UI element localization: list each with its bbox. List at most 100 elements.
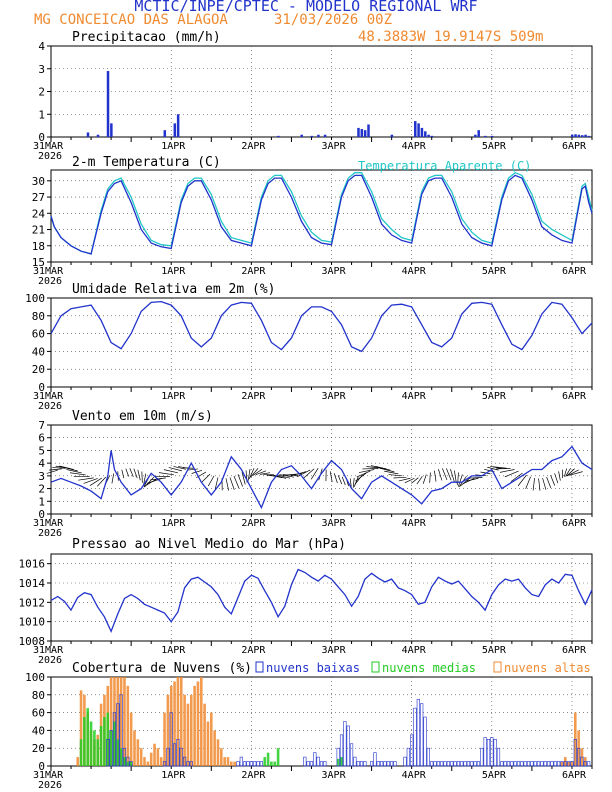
y-tick-label: 24 <box>32 207 46 220</box>
precip-bar <box>317 134 320 137</box>
precip-bar <box>106 71 110 137</box>
cloud-bar-nuvens-baixas <box>440 761 444 767</box>
cloud-bar-nuvens-baixas <box>303 756 307 767</box>
wind-vector <box>538 478 541 491</box>
cloud-bar-nuvens-baixas <box>426 747 430 767</box>
cloud-bar-nuvens-baixas <box>570 761 574 767</box>
precip-bar <box>277 135 280 137</box>
chart-title: Pressao ao Nivel Medio do Mar (hPa) <box>72 537 346 552</box>
cloud-bar-nuvens-medias <box>96 739 100 766</box>
cloud-bar-nuvens-altas <box>159 757 163 766</box>
x-tick-label: 4APR <box>402 391 427 402</box>
cloud-bar-nuvens-baixas <box>349 743 354 767</box>
wind-vector <box>49 468 62 471</box>
wind-vector <box>375 465 391 471</box>
wind-vector <box>411 477 419 484</box>
cloud-bar-nuvens-medias <box>109 730 113 766</box>
y-tick-label: 80 <box>32 310 45 323</box>
cloud-bar-nuvens-altas <box>166 694 170 766</box>
precip-bar <box>390 134 394 137</box>
cloud-bar-nuvens-baixas <box>109 730 113 767</box>
cloud-bar-nuvens-baixas <box>313 752 317 767</box>
y-tick-label: 1 <box>38 108 45 121</box>
cloud-bar-nuvens-baixas <box>239 756 243 767</box>
cloud-bar-nuvens-baixas <box>543 761 547 767</box>
legend-apparent: Temperatura Aparente (C) <box>358 159 531 173</box>
cloud-bar-nuvens-altas <box>183 694 186 766</box>
cloud-bar-nuvens-baixas <box>116 703 120 767</box>
x-tick-label: 2APR <box>241 770 266 781</box>
cloud-bar-nuvens-baixas <box>510 761 514 767</box>
cloud-bar-nuvens-medias <box>123 757 126 766</box>
wind-vector <box>487 466 499 471</box>
wind-vector <box>125 468 130 477</box>
cloud-bar-nuvens-baixas <box>453 761 457 767</box>
header-run: 31/03/2026 00Z <box>274 12 393 28</box>
precip-bar <box>86 132 90 137</box>
legend-swatch <box>493 661 502 673</box>
cloud-bar-nuvens-medias <box>99 725 103 766</box>
x-tick-label: 2APR <box>241 391 266 402</box>
cloud-bar-nuvens-baixas <box>359 761 364 767</box>
x-tick-label: 2APR <box>241 266 266 277</box>
x-tick-label: 1APR <box>161 518 186 529</box>
cloud-bar-nuvens-baixas <box>533 761 537 767</box>
wind-vector <box>384 470 399 475</box>
x-tick-label: 1APR <box>161 770 186 781</box>
cloud-bar-nuvens-altas <box>570 761 574 766</box>
humidity-line <box>50 300 593 353</box>
x-tick-label: 5APR <box>482 141 507 152</box>
wind-vector <box>355 472 367 482</box>
wind-vector <box>398 477 411 482</box>
cloud-bar-nuvens-baixas <box>563 761 567 767</box>
wind-vector <box>237 474 243 487</box>
precip-bar <box>96 134 100 137</box>
wind-vector <box>214 477 219 489</box>
x-tick-label: 6APR <box>562 141 587 152</box>
cloud-bar-nuvens-baixas <box>373 752 377 767</box>
wind-vector <box>201 473 211 483</box>
cloud-bar-nuvens-baixas <box>189 761 193 767</box>
wind-vector <box>349 478 352 488</box>
legend-swatch <box>255 661 264 673</box>
x-tick-label: 5APR <box>482 266 507 277</box>
plot-frame <box>50 553 593 642</box>
cloud-bar-nuvens-altas <box>179 677 183 766</box>
wind-vector <box>252 468 263 476</box>
cloud-bar-nuvens-baixas <box>253 761 257 767</box>
cloud-bar-nuvens-altas <box>567 761 570 766</box>
wind-vector <box>404 478 415 484</box>
y-tick-label: 3 <box>38 63 45 76</box>
y-tick-label: 100 <box>25 292 45 305</box>
panel-5 <box>47 553 593 646</box>
wind-vector <box>366 466 383 469</box>
cloud-bar-nuvens-baixas <box>339 734 344 767</box>
wind-vector <box>438 469 443 481</box>
temp-line <box>50 174 593 255</box>
cloud-bar-nuvens-medias <box>79 739 83 766</box>
precip-bar <box>110 123 113 137</box>
y-tick-label: 40 <box>32 345 45 358</box>
y-tick-label: 0 <box>38 760 45 773</box>
wind-vector <box>393 476 407 479</box>
wind-vector <box>499 469 515 473</box>
wind-vector <box>333 473 338 484</box>
cloud-bar-nuvens-baixas <box>583 761 587 767</box>
cloud-bar-nuvens-baixas <box>443 761 447 767</box>
wind-vector <box>550 475 556 486</box>
cloud-bar-nuvens-altas <box>109 677 113 766</box>
panel-6 <box>47 661 593 771</box>
y-tick-label: 40 <box>32 724 45 737</box>
cloud-bar-nuvens-baixas <box>480 747 484 767</box>
x-tick-label: 2APR <box>241 141 266 152</box>
cloud-bar-nuvens-baixas <box>106 738 110 767</box>
cloud-bar-nuvens-baixas <box>450 761 454 767</box>
wind-vector <box>310 468 319 480</box>
precip-bar <box>176 114 180 137</box>
wind-vector <box>554 473 559 484</box>
cloud-bar-nuvens-baixas <box>346 725 350 767</box>
cloud-bar-nuvens-baixas <box>166 747 170 767</box>
cloud-bar-nuvens-medias <box>336 758 340 766</box>
x-tick-label: 5APR <box>482 391 507 402</box>
cloud-bar-nuvens-altas <box>136 739 140 766</box>
